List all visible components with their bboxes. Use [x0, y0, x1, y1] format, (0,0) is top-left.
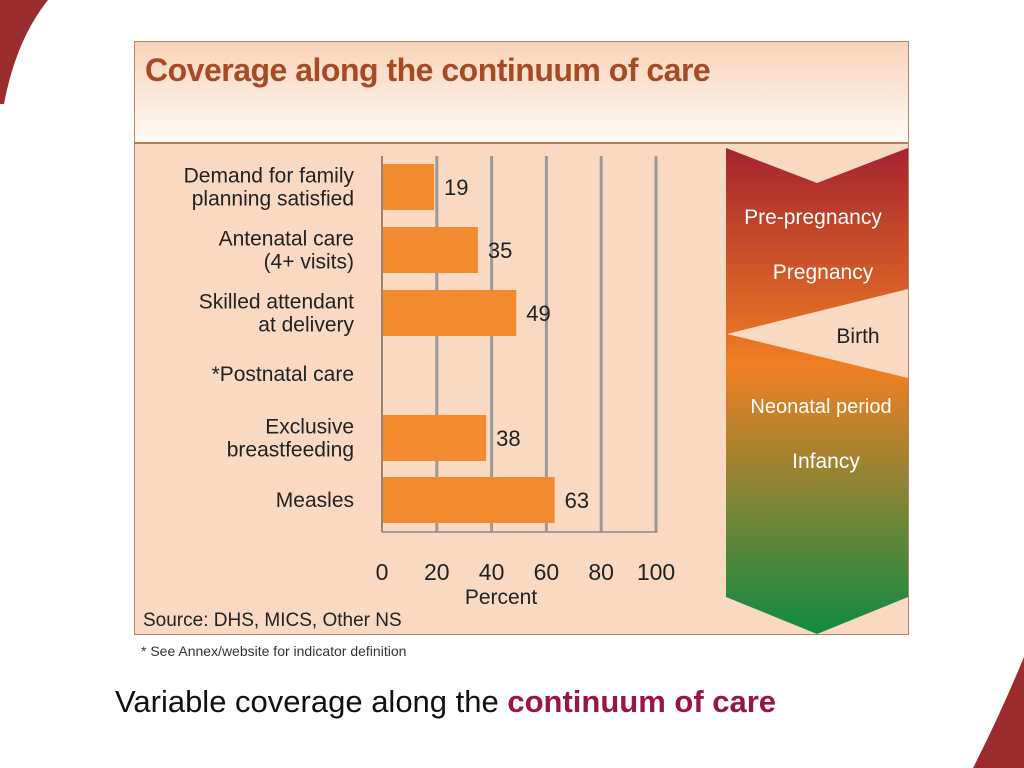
footnote: * See Annex/website for indicator defini… — [141, 643, 407, 659]
stage-arrow-shape — [726, 148, 908, 634]
data-label: 35 — [488, 238, 512, 263]
category-label: Skilled attendant — [199, 291, 354, 314]
gridlines — [381, 156, 658, 533]
data-label: 38 — [496, 426, 520, 451]
category-label: breastfeeding — [227, 439, 354, 462]
bars: 19 35 49 38 63 — [383, 164, 589, 523]
stage-label: Neonatal period — [750, 396, 891, 418]
bar — [383, 290, 517, 336]
stage-label: Infancy — [792, 450, 860, 473]
caption-text: Variable coverage along the — [115, 684, 508, 719]
category-label: Exclusive — [265, 416, 354, 439]
bar — [383, 227, 478, 273]
stage-label: Birth — [836, 325, 879, 348]
category-label: planning satisfied — [192, 188, 354, 211]
x-axis-label: Percent — [465, 586, 538, 609]
chart-header: Coverage along the continuum of care — [135, 42, 908, 144]
x-tick-label: 0 — [376, 559, 389, 585]
bar — [383, 415, 487, 461]
corner-decoration-bottom-right — [973, 657, 1024, 768]
life-stage-arrow: Pre-pregnancy Pregnancy Birth Neonatal peri… — [726, 148, 908, 634]
data-label: 49 — [526, 301, 550, 326]
slide-caption: Variable coverage along the continuum of… — [115, 684, 776, 720]
category-label: Measles — [276, 489, 354, 512]
x-tick-label: 60 — [534, 559, 560, 585]
stage-label: Pregnancy — [773, 261, 874, 284]
x-tick-label: 100 — [637, 559, 675, 585]
bar — [383, 477, 555, 523]
data-label: 19 — [444, 175, 468, 200]
x-tick-labels: 0 20 40 60 80 100 — [376, 559, 676, 585]
data-label: 63 — [565, 488, 589, 513]
category-label: Demand for family — [184, 165, 355, 188]
category-label: (4+ visits) — [264, 251, 354, 274]
category-label: Antenatal care — [219, 228, 354, 251]
corner-decoration-top-left — [0, 0, 48, 104]
chart-panel: Coverage along the continuum of care — [134, 41, 909, 635]
x-tick-label: 20 — [424, 559, 450, 585]
category-label: *Postnatal care — [212, 363, 354, 386]
caption-accent-text: continuum of care — [507, 684, 777, 719]
x-tick-label: 40 — [479, 559, 505, 585]
category-label: at delivery — [258, 314, 354, 337]
chart-title: Coverage along the continuum of care — [145, 52, 711, 88]
x-tick-label: 80 — [588, 559, 614, 585]
bar — [383, 164, 435, 210]
stage-label: Pre-pregnancy — [744, 206, 882, 229]
source-note: Source: DHS, MICS, Other NS — [143, 610, 402, 631]
